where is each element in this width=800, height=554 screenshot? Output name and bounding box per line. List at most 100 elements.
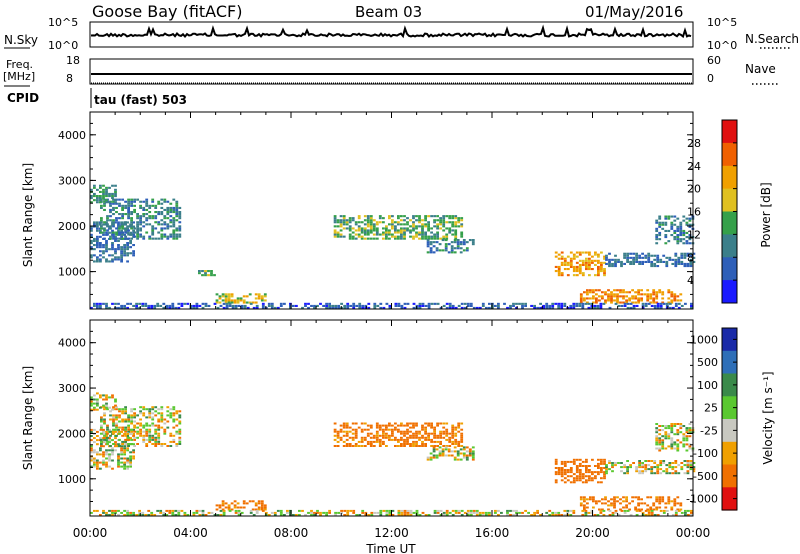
data-cell [594, 251, 597, 254]
data-cell [650, 470, 654, 473]
data-cell [397, 511, 401, 514]
data-cell [163, 422, 167, 425]
data-cell [336, 221, 340, 224]
data-cell [397, 221, 400, 224]
data-cell [586, 502, 589, 505]
data-cell [640, 293, 643, 296]
data-cell [433, 509, 437, 512]
data-cell [224, 295, 228, 298]
data-cell [451, 233, 455, 236]
data-cell [102, 252, 105, 255]
data-cell [105, 514, 108, 516]
data-cell [575, 465, 579, 467]
data-cell [178, 430, 182, 433]
data-cell [638, 466, 641, 469]
data-cell [103, 408, 106, 411]
data-cell [263, 506, 267, 509]
data-cell [230, 508, 234, 511]
data-cell [450, 249, 454, 252]
nsearch-tick-bottom: 10^0 [707, 39, 737, 52]
data-cell [427, 422, 430, 425]
data-cell [442, 219, 446, 222]
data-cell [460, 445, 464, 447]
data-cell [679, 221, 683, 224]
data-cell [655, 221, 659, 224]
data-cell [406, 438, 409, 441]
data-cell [129, 451, 132, 454]
data-cell [626, 460, 629, 462]
data-cell [224, 297, 228, 300]
data-cell [451, 306, 455, 309]
data-cell [260, 295, 264, 298]
data-cell [124, 200, 127, 203]
data-cell [427, 432, 430, 435]
data-cell [424, 233, 427, 236]
data-cell [560, 514, 564, 516]
data-cell [683, 252, 687, 255]
data-cell [129, 242, 132, 245]
data-cell [230, 301, 234, 304]
data-cell [471, 454, 475, 457]
data-cell [472, 509, 476, 512]
data-cell [406, 509, 410, 512]
data-cell [448, 229, 452, 232]
data-cell [594, 263, 597, 266]
data-cell [90, 306, 93, 309]
data-cell [667, 435, 671, 438]
data-cell [96, 227, 99, 230]
data-cell [400, 235, 403, 238]
data-cell [572, 302, 576, 305]
data-cell [614, 265, 617, 268]
data-cell [424, 237, 427, 240]
data-cell [664, 431, 668, 434]
data-cell [96, 223, 99, 226]
data-cell [120, 449, 123, 452]
data-cell [485, 306, 488, 309]
data-cell [151, 443, 155, 445]
data-cell [662, 511, 666, 514]
data-cell [102, 184, 105, 187]
data-cell [557, 268, 561, 271]
data-cell [655, 291, 659, 294]
data-cell [112, 231, 115, 234]
data-cell [100, 227, 103, 230]
data-cell [162, 511, 166, 514]
data-cell [595, 500, 598, 503]
data-cell [245, 295, 249, 298]
data-cell [333, 428, 337, 431]
data-cell [451, 221, 455, 224]
data-cell [664, 229, 668, 232]
data-cell [124, 231, 127, 234]
data-cell [433, 237, 436, 240]
data-cell [671, 514, 675, 516]
data-cell [102, 197, 105, 200]
data-cell [145, 219, 149, 222]
data-cell [623, 509, 627, 512]
data-cell [598, 289, 601, 292]
data-cell [456, 458, 460, 461]
data-cell [611, 265, 614, 268]
data-cell [670, 506, 674, 509]
data-cell [632, 260, 635, 263]
data-cell [620, 260, 623, 263]
data-cell [162, 514, 166, 516]
data-cell [225, 302, 229, 305]
data-cell [597, 473, 600, 476]
data-cell [118, 225, 121, 228]
data-cell [93, 248, 96, 251]
data-cell [90, 457, 93, 460]
data-cell [96, 229, 99, 232]
data-cell [637, 297, 640, 300]
data-cell [90, 445, 93, 448]
data-cell [163, 235, 167, 238]
data-cell [643, 502, 647, 505]
data-cell [566, 509, 570, 512]
data-cell [433, 225, 436, 228]
data-cell [348, 219, 352, 222]
data-cell [572, 473, 576, 476]
data-cell [429, 452, 433, 455]
data-cell [566, 263, 570, 266]
data-cell [352, 302, 356, 305]
data-cell [120, 447, 123, 450]
